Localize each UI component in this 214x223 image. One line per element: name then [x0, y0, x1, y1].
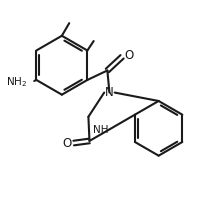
Text: NH$_2$: NH$_2$: [6, 75, 27, 89]
Text: O: O: [125, 49, 134, 62]
Text: O: O: [62, 136, 71, 150]
Text: N: N: [105, 86, 114, 99]
Text: NH: NH: [93, 125, 108, 135]
